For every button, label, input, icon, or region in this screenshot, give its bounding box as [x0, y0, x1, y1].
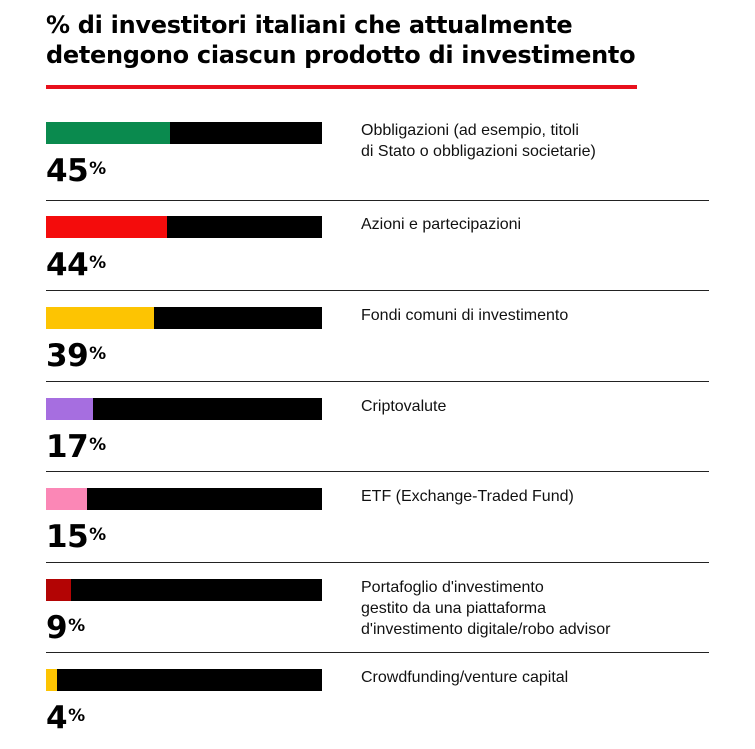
value-unit: % [89, 253, 106, 273]
value-unit: % [89, 159, 106, 179]
row-divider [46, 381, 709, 382]
bar-row: 39% Fondi comuni di investimento [46, 307, 709, 382]
category-label: Obbligazioni (ad esempio, titoli di Stato… [361, 120, 691, 162]
bar-fill [46, 307, 154, 329]
bar-fill [46, 122, 171, 144]
value-label: 39% [46, 340, 106, 372]
value-label: 4% [46, 702, 85, 734]
value-number: 15 [46, 519, 89, 555]
chart-title: % di investitori italiani che attualment… [46, 11, 636, 69]
value-unit: % [68, 706, 85, 726]
value-label: 9% [46, 612, 85, 644]
value-label: 45% [46, 155, 106, 187]
bar-row: 9% Portafoglio d'investimento gestito da u… [46, 579, 709, 653]
title-underline [46, 85, 637, 89]
bar-fill [46, 579, 71, 601]
value-label: 17% [46, 431, 106, 463]
value-number: 45 [46, 153, 89, 189]
bar-track [46, 669, 322, 691]
value-unit: % [89, 435, 106, 455]
bar-row: 44% Azioni e partecipazioni [46, 216, 709, 291]
category-label-line: Azioni e partecipazioni [361, 216, 522, 233]
bar-fill [46, 669, 58, 691]
category-label: Fondi comuni di investimento [361, 305, 691, 326]
row-divider [46, 471, 709, 472]
value-number: 39 [46, 338, 89, 374]
row-divider [46, 200, 709, 201]
bar-fill [46, 488, 88, 510]
value-number: 17 [46, 429, 89, 465]
row-divider [46, 652, 709, 653]
value-label: 15% [46, 521, 106, 553]
category-label: Portafoglio d'investimento gestito da una… [361, 577, 691, 640]
row-divider [46, 562, 709, 563]
bar-track [46, 307, 322, 329]
bar-row: 15% ETF (Exchange-Traded Fund) [46, 488, 709, 563]
bar-row: 17% Criptovalute [46, 398, 709, 472]
bar-row: 45% Obbligazioni (ad esempio, titoli di St… [46, 122, 709, 201]
bar-track [46, 398, 322, 420]
row-divider [46, 290, 709, 291]
category-label-line: ETF (Exchange-Traded Fund) [361, 488, 574, 505]
value-unit: % [89, 344, 106, 364]
bar-fill [46, 398, 93, 420]
bar-fill [46, 216, 168, 238]
bar-track [46, 216, 322, 238]
bar-track [46, 579, 322, 601]
category-label-line: Portafoglio d'investimento [361, 579, 544, 596]
category-label: Criptovalute [361, 396, 691, 417]
category-label: ETF (Exchange-Traded Fund) [361, 486, 691, 507]
bar-row: 4% Crowdfunding/venture capital [46, 669, 709, 739]
value-label: 44% [46, 249, 106, 281]
category-label: Crowdfunding/venture capital [361, 667, 691, 688]
value-number: 44 [46, 247, 89, 283]
value-number: 9 [46, 610, 68, 646]
category-label-line: Fondi comuni di investimento [361, 307, 569, 324]
value-unit: % [68, 616, 85, 636]
category-label-line: Criptovalute [361, 398, 447, 415]
value-number: 4 [46, 700, 68, 736]
bar-track [46, 122, 322, 144]
category-label-line: d'investimento digitale/robo advisor [361, 621, 611, 638]
bar-track [46, 488, 322, 510]
category-label-line: gestito da una piattaforma [361, 600, 547, 617]
category-label-line: Obbligazioni (ad esempio, titoli [361, 122, 579, 139]
category-label-line: Crowdfunding/venture capital [361, 669, 569, 686]
value-unit: % [89, 525, 106, 545]
category-label-line: di Stato o obbligazioni societarie) [361, 143, 596, 160]
category-label: Azioni e partecipazioni [361, 214, 691, 235]
